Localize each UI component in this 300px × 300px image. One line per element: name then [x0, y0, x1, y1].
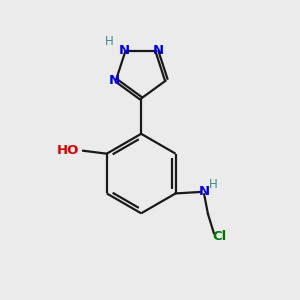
Text: H: H [105, 35, 114, 48]
Text: N: N [153, 44, 164, 57]
Text: H: H [208, 178, 217, 191]
Text: N: N [109, 74, 120, 87]
Text: N: N [118, 44, 130, 57]
Text: Cl: Cl [212, 230, 226, 243]
Text: N: N [199, 184, 210, 198]
Text: HO: HO [56, 144, 79, 157]
